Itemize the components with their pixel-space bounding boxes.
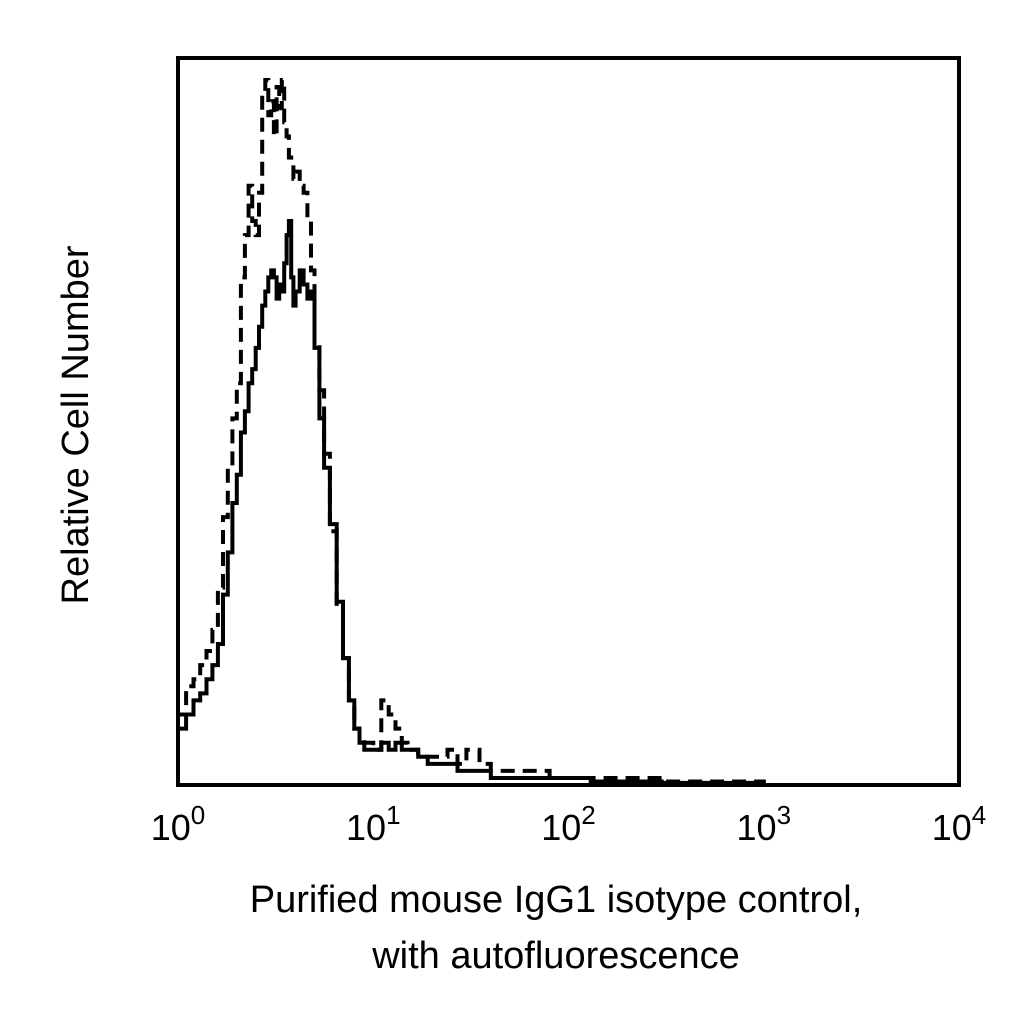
x-tick-base: 10 [541, 807, 581, 848]
plot-frame [176, 56, 961, 787]
x-tick-base: 10 [346, 807, 386, 848]
x-tick-exponent: 3 [777, 800, 791, 830]
x-tick-exponent: 1 [386, 800, 400, 830]
x-tick-label: 101 [346, 800, 401, 848]
y-axis-label: Relative Cell Number [55, 245, 97, 604]
x-tick-base: 10 [932, 807, 972, 848]
x-axis-label-line-2: with autofluorescence [371, 935, 740, 977]
x-tick-labels: 100 101 102 103 104 [151, 800, 987, 848]
x-tick-base: 10 [151, 807, 191, 848]
x-tick-label: 102 [541, 800, 596, 848]
x-axis-label-line-1: Purified mouse IgG1 isotype control, [250, 879, 863, 921]
x-tick-label: 103 [737, 800, 792, 848]
x-tick-exponent: 0 [191, 800, 205, 830]
x-tick-label: 100 [151, 800, 206, 848]
series-solid-histogram [176, 219, 766, 786]
series-dashed-histogram [176, 78, 766, 785]
x-tick-exponent: 2 [581, 800, 595, 830]
x-tick-label: 104 [932, 800, 987, 848]
x-tick-exponent: 4 [972, 800, 986, 830]
series-layer [176, 78, 766, 786]
x-tick-base: 10 [737, 807, 777, 848]
